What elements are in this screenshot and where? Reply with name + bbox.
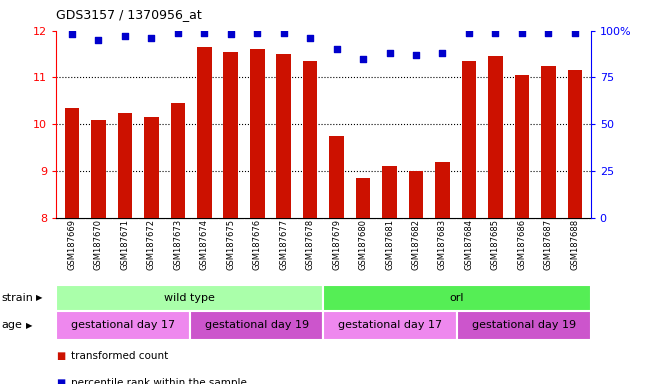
Bar	[117, 113, 132, 218]
Point	[437, 50, 447, 56]
Bar	[382, 166, 397, 218]
Text: GSM187681: GSM187681	[385, 219, 394, 270]
Point	[119, 33, 130, 40]
Point	[199, 30, 210, 36]
Text: GSM187678: GSM187678	[306, 219, 315, 270]
Bar	[329, 136, 344, 218]
Bar	[224, 52, 238, 218]
Text: wild type: wild type	[164, 293, 215, 303]
Bar	[197, 47, 212, 218]
Point	[331, 46, 342, 53]
Bar	[170, 103, 185, 218]
Point	[93, 37, 104, 43]
Text: GSM187685: GSM187685	[491, 219, 500, 270]
Text: GSM187671: GSM187671	[120, 219, 129, 270]
Bar	[144, 117, 158, 218]
Bar	[568, 70, 582, 218]
Text: ▶: ▶	[26, 321, 33, 330]
Bar	[356, 178, 370, 218]
Text: GSM187677: GSM187677	[279, 219, 288, 270]
Bar	[190, 311, 323, 340]
Text: strain: strain	[1, 293, 33, 303]
Point	[226, 31, 236, 38]
Text: GSM187676: GSM187676	[253, 219, 262, 270]
Text: GSM187673: GSM187673	[174, 219, 182, 270]
Text: GSM187687: GSM187687	[544, 219, 553, 270]
Bar	[409, 171, 423, 218]
Bar	[56, 311, 190, 340]
Point	[172, 30, 183, 36]
Bar	[323, 311, 457, 340]
Bar	[457, 311, 591, 340]
Point	[358, 56, 368, 62]
Text: GSM187683: GSM187683	[438, 219, 447, 270]
Text: GSM187680: GSM187680	[358, 219, 368, 270]
Text: transformed count: transformed count	[71, 351, 168, 361]
Text: percentile rank within the sample: percentile rank within the sample	[71, 378, 246, 384]
Text: gestational day 17: gestational day 17	[71, 320, 175, 331]
Point	[67, 31, 77, 38]
Point	[384, 50, 395, 56]
Text: GSM187684: GSM187684	[465, 219, 473, 270]
Bar	[65, 108, 79, 218]
Text: ■: ■	[56, 351, 65, 361]
Bar	[56, 285, 323, 311]
Text: GSM187670: GSM187670	[94, 219, 103, 270]
Point	[146, 35, 156, 41]
Point	[464, 30, 475, 36]
Text: GSM187674: GSM187674	[200, 219, 209, 270]
Text: gestational day 19: gestational day 19	[205, 320, 309, 331]
Text: gestational day 17: gestational day 17	[338, 320, 442, 331]
Point	[411, 52, 421, 58]
Text: GDS3157 / 1370956_at: GDS3157 / 1370956_at	[56, 8, 202, 21]
Text: GSM187672: GSM187672	[147, 219, 156, 270]
Bar	[541, 66, 556, 218]
Bar	[488, 56, 503, 218]
Text: GSM187682: GSM187682	[412, 219, 420, 270]
Point	[490, 30, 501, 36]
Bar	[277, 54, 291, 218]
Point	[305, 35, 315, 41]
Text: ■: ■	[56, 378, 65, 384]
Text: GSM187675: GSM187675	[226, 219, 235, 270]
Bar	[303, 61, 317, 218]
Point	[252, 30, 263, 36]
Text: gestational day 19: gestational day 19	[472, 320, 576, 331]
Text: orl: orl	[450, 293, 464, 303]
Bar	[323, 285, 591, 311]
Text: ▶: ▶	[36, 293, 43, 303]
Bar	[435, 162, 449, 218]
Text: age: age	[1, 320, 22, 331]
Bar	[250, 50, 265, 218]
Bar	[515, 75, 529, 218]
Text: GSM187688: GSM187688	[570, 219, 579, 270]
Point	[517, 30, 527, 36]
Bar	[91, 119, 106, 218]
Point	[570, 30, 580, 36]
Text: GSM187686: GSM187686	[517, 219, 527, 270]
Text: GSM187679: GSM187679	[332, 219, 341, 270]
Bar	[462, 61, 477, 218]
Point	[279, 30, 289, 36]
Point	[543, 30, 554, 36]
Text: GSM187669: GSM187669	[67, 219, 77, 270]
